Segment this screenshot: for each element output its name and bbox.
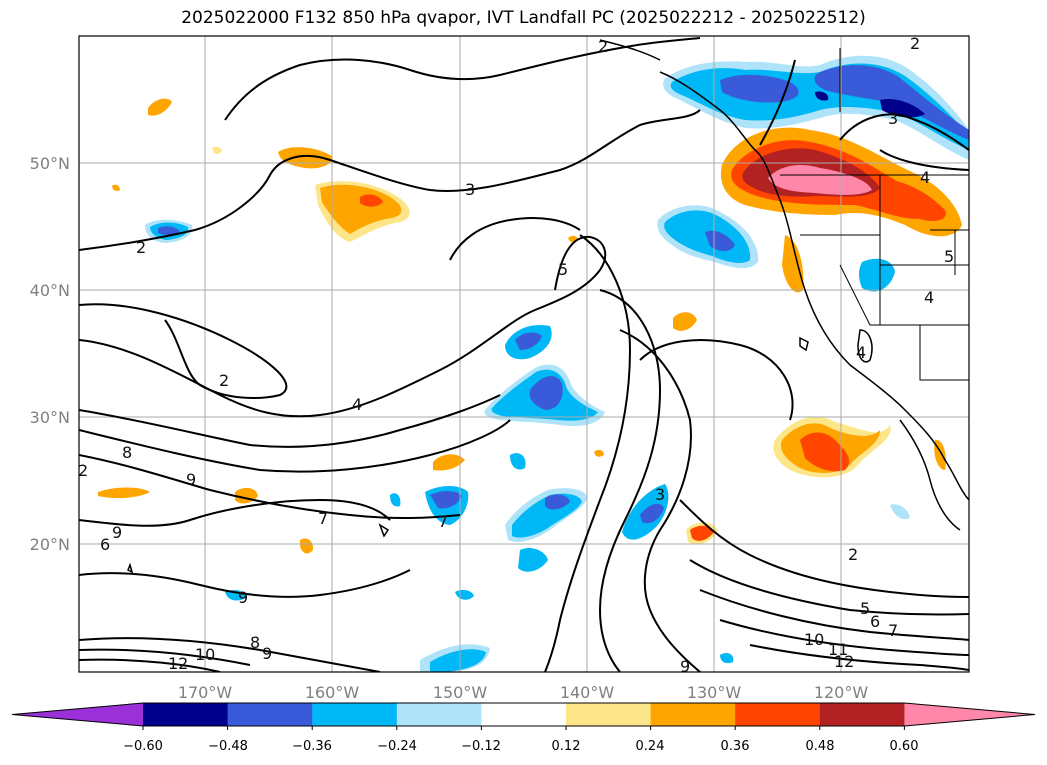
- lon-tick-label: 130°W: [687, 683, 742, 702]
- colorbar-extend-low: [12, 703, 143, 726]
- political-borders: [780, 48, 969, 381]
- map-border: [78, 35, 970, 673]
- map-title: 2025022000 F132 850 hPa qvapor, IVT Land…: [181, 8, 866, 28]
- colorbar-tick-label: 0.24: [636, 739, 665, 754]
- contour-label: 9: [112, 523, 122, 542]
- colorbar-tick-label: −0.36: [292, 739, 332, 754]
- colorbar-segment: [143, 703, 229, 726]
- coastlines: [127, 39, 969, 574]
- contour-label: 2: [219, 371, 229, 390]
- contour-label: 2: [598, 37, 608, 56]
- contour-label: 9: [262, 644, 272, 663]
- contour-label-group: 2 2 2 3 5 3 4 2 4 8 9 9 7 9 10 9 8 12 7 …: [78, 34, 954, 676]
- lon-tick-label: 120°W: [814, 683, 869, 702]
- contour-label: 5: [860, 599, 870, 618]
- contour-label: 5: [944, 247, 954, 266]
- contour-label: 2: [136, 238, 146, 257]
- contour-label: 9: [238, 588, 248, 607]
- contour-label: 12: [168, 654, 188, 673]
- contour-label: 7: [888, 621, 898, 640]
- colorbar-tick-labels: −0.60 −0.48 −0.36 −0.24 −0.12 0.12 0.24 …: [123, 739, 918, 754]
- contour-label: 4: [924, 288, 934, 307]
- contour-label: 3: [655, 485, 665, 504]
- contour-label: 6: [870, 612, 880, 631]
- lon-tick-label: 170°W: [178, 683, 233, 702]
- contour-label: 11: [828, 640, 848, 659]
- colorbar-segment: [227, 703, 313, 726]
- colorbar-tick-label: 0.36: [721, 739, 750, 754]
- colorbar-segment: [819, 703, 905, 726]
- colorbar-tick-label: 0.60: [890, 739, 919, 754]
- contour-label: 8: [122, 443, 132, 462]
- lon-tick-labels: 170°W 160°W 150°W 140°W 130°W 120°W: [178, 683, 869, 702]
- contour-label: 4: [352, 395, 362, 414]
- contour-label: 2: [910, 34, 920, 53]
- contour-label: 10: [804, 630, 824, 649]
- colorbar-segment: [481, 703, 567, 726]
- contour-label: 2: [848, 545, 858, 564]
- contour-label: 7: [438, 512, 448, 531]
- contour-label: 12: [834, 652, 854, 671]
- negative-anomaly-fields: [145, 55, 969, 672]
- map-panel: [79, 36, 969, 672]
- colorbar-segment: [396, 703, 482, 726]
- contour-label: 7: [318, 509, 328, 528]
- contour-label: 5: [558, 260, 568, 279]
- colorbar-tick-label: −0.24: [377, 739, 417, 754]
- colorbar-segment: [735, 703, 821, 726]
- graticule: [79, 36, 969, 672]
- lat-tick-label: 50°N: [30, 154, 70, 173]
- colorbar-tick-label: 0.12: [552, 739, 581, 754]
- contour-label: 4: [920, 168, 930, 187]
- contour-label: 3: [465, 180, 475, 199]
- contour-label: 8: [250, 633, 260, 652]
- lat-tick-label: 20°N: [30, 535, 70, 554]
- lat-tick-label: 30°N: [30, 408, 70, 427]
- contour-label: 10: [195, 645, 215, 664]
- lon-tick-label: 140°W: [560, 683, 615, 702]
- colorbar: [11, 702, 1036, 730]
- contour-label: 4: [856, 343, 866, 362]
- lon-tick-label: 160°W: [305, 683, 360, 702]
- ivt-contours: [79, 37, 969, 672]
- contour-label: 3: [888, 109, 898, 128]
- colorbar-segment: [566, 703, 652, 726]
- contour-label: 6: [100, 535, 110, 554]
- colorbar-extend-high: [904, 703, 1035, 726]
- lat-tick-labels: 50°N 40°N 30°N 20°N: [30, 154, 70, 554]
- colorbar-tick-label: −0.60: [123, 739, 163, 754]
- contour-label: 2: [78, 461, 88, 480]
- colorbar-tick-label: −0.48: [208, 739, 248, 754]
- colorbar-tick-label: 0.48: [806, 739, 835, 754]
- lon-tick-label: 150°W: [433, 683, 488, 702]
- colorbar-tick-label: −0.12: [461, 739, 501, 754]
- lat-tick-label: 40°N: [30, 281, 70, 300]
- contour-label: 9: [186, 470, 196, 489]
- colorbar-segment: [650, 703, 736, 726]
- positive-anomaly-fields: [98, 98, 962, 554]
- colorbar-segment: [312, 703, 398, 726]
- contour-label: 9: [680, 657, 690, 676]
